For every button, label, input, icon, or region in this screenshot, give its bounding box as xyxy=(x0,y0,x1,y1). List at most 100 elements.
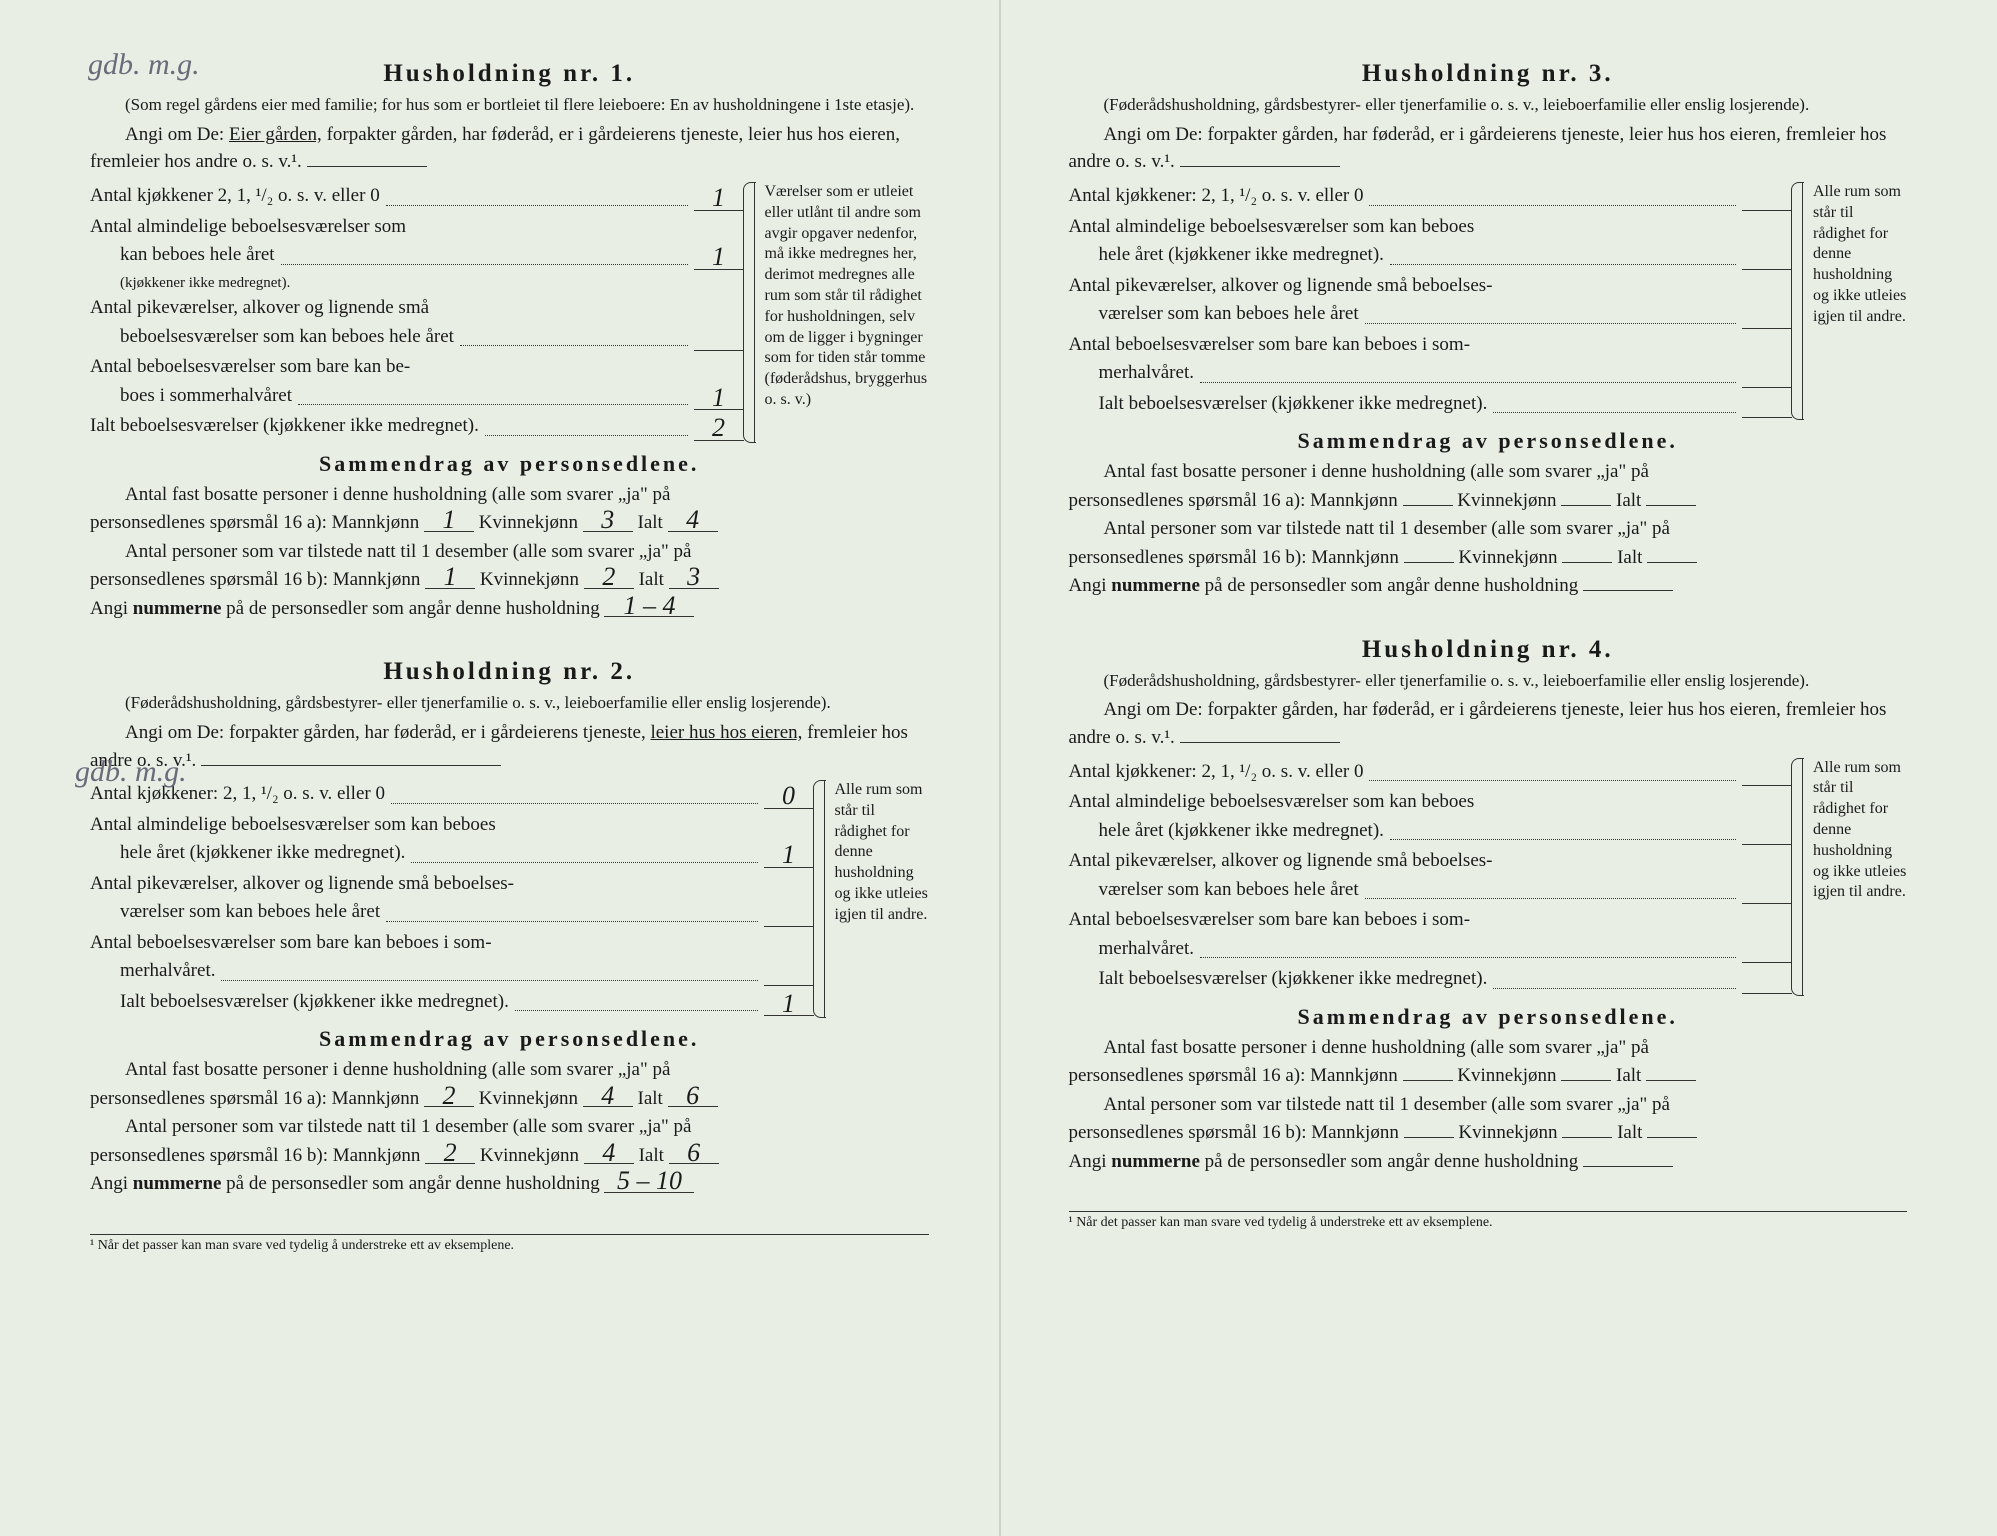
hh3-sum-a-k-label: Kvinnekjønn xyxy=(1457,490,1556,511)
hh1-row-c2: beboelsesværelser som kan beboes hele år… xyxy=(120,323,454,352)
margin-note-2: gdb. m.g. xyxy=(75,755,187,789)
hh3-sum-a-ialt xyxy=(1646,505,1696,506)
hh1-row-a-val: 1 xyxy=(694,186,744,210)
household-4: Husholdning nr. 4. (Føderådshusholdning,… xyxy=(1069,636,1908,1177)
hh3-row-c2: værelser som kan beboes hele året xyxy=(1099,300,1359,329)
hh3-row-d1: Antal beboelsesværelser som bare kan beb… xyxy=(1069,334,1471,355)
hh1-sum-b-k-label: Kvinnekjønn xyxy=(480,569,579,590)
hh4-row-a-val xyxy=(1742,785,1792,786)
hh4-subtitle: (Føderådshusholdning, gårdsbestyrer- ell… xyxy=(1069,670,1908,693)
hh2-sum-b2-lead: personsedlenes spørsmål 16 b): Mannkjønn xyxy=(90,1145,420,1166)
hh3-subtitle: (Føderådshusholdning, gårdsbestyrer- ell… xyxy=(1069,94,1908,117)
hh3-sum-b1: Antal personer som var tilstede natt til… xyxy=(1069,515,1908,544)
hh3-row-a-label: Antal kjøkkener: 2, 1, ¹/₂ o. s. v. elle… xyxy=(1069,182,1364,211)
hh1-sum-a2-lead: personsedlenes spørsmål 16 a): Mannkjønn xyxy=(90,512,419,533)
hh1-sum-b-ialt: 3 xyxy=(669,567,719,589)
hh4-row-a-label: Antal kjøkkener: 2, 1, ¹/₂ o. s. v. elle… xyxy=(1069,758,1364,787)
hh1-sum-b-ialt-label: Ialt xyxy=(639,569,664,590)
hh2-summary-title: Sammendrag av personsedlene. xyxy=(90,1026,929,1052)
hh1-sum-a-ialt-label: Ialt xyxy=(638,512,663,533)
hh4-sum-a-ialt xyxy=(1646,1080,1696,1081)
hh2-sum-a-ialt: 6 xyxy=(668,1086,718,1108)
hh2-prompt-rest1: forpakter gården, har føderåd, er i gård… xyxy=(229,722,646,743)
hh2-sum-b1: Antal personer som var tilstede natt til… xyxy=(90,1113,929,1142)
hh1-sum-num-val: 1 – 4 xyxy=(604,596,694,618)
left-footnote: ¹ Når det passer kan man svare ved tydel… xyxy=(90,1234,929,1254)
hh4-sum-a1: Antal fast bosatte personer i denne hush… xyxy=(1069,1034,1908,1063)
hh1-row-b3: (kjøkkener ikke medregnet). xyxy=(90,272,744,295)
hh3-row-b-val xyxy=(1742,269,1792,270)
hh1-sum-b2-lead: personsedlenes spørsmål 16 b): Mannkjønn xyxy=(90,569,420,590)
hh2-sum-a-m: 2 xyxy=(424,1086,474,1108)
hh1-row-a-label: Antal kjøkkener 2, 1, ¹/₂ o. s. v. eller… xyxy=(90,182,380,211)
hh4-sum-a2-lead: personsedlenes spørsmål 16 a): Mannkjønn xyxy=(1069,1065,1398,1086)
hh3-row-e-val xyxy=(1742,417,1792,418)
hh1-sum-num-rest: på de personsedler som angår denne husho… xyxy=(226,598,600,619)
hh3-row-d2: merhalvåret. xyxy=(1099,359,1194,388)
hh2-row-c1: Antal pikeværelser, alkover og lignende … xyxy=(90,873,514,894)
hh4-sum-b-k-label: Kvinnekjønn xyxy=(1458,1122,1557,1143)
hh1-row-b1: Antal almindelige beboelsesværelser som xyxy=(90,216,406,237)
hh4-row-b-val xyxy=(1742,844,1792,845)
hh3-row-d-val xyxy=(1742,387,1792,388)
hh3-prompt: Angi om De: forpakter gården, har føderå… xyxy=(1069,121,1908,176)
hh2-sum-num-bold: nummerne xyxy=(133,1173,222,1194)
hh1-row-b2: kan beboes hele året xyxy=(120,241,275,270)
hh1-row-d2: boes i sommerhalvåret xyxy=(120,382,292,411)
hh2-sum-num-val: 5 – 10 xyxy=(604,1171,694,1193)
hh4-row-c-val xyxy=(1742,903,1792,904)
hh2-prompt: Angi om De: forpakter gården, har føderå… xyxy=(90,719,929,774)
hh2-row-d-val xyxy=(764,985,814,986)
hh2-row-e-val: 1 xyxy=(764,992,814,1016)
hh1-sum-b1: Antal personer som var tilstede natt til… xyxy=(90,538,929,567)
hh3-sum-num-val xyxy=(1583,590,1673,591)
hh1-subtitle: (Som regel gårdens eier med familie; for… xyxy=(90,94,929,117)
household-2: Husholdning nr. 2. (Føderådshusholdning,… xyxy=(90,658,929,1199)
hh2-row-c2: værelser som kan beboes hele året xyxy=(120,898,380,927)
hh4-sum-num-bold: nummerne xyxy=(1111,1151,1200,1172)
hh3-sum-a-ialt-label: Ialt xyxy=(1616,490,1641,511)
hh1-sum-a-k: 3 xyxy=(583,510,633,532)
hh3-row-e: Ialt beboelsesværelser (kjøkkener ikke m… xyxy=(1099,390,1488,419)
hh4-sum-a-k xyxy=(1561,1080,1611,1081)
hh4-row-d2: merhalvåret. xyxy=(1099,935,1194,964)
hh1-row-c1: Antal pikeværelser, alkover og lignende … xyxy=(90,297,429,318)
hh3-summary-title: Sammendrag av personsedlene. xyxy=(1069,428,1908,454)
hh3-sum-b2-lead: personsedlenes spørsmål 16 b): Mannkjønn xyxy=(1069,547,1399,568)
hh2-row-a-val: 0 xyxy=(764,784,814,808)
hh2-sum-b-ialt: 6 xyxy=(669,1143,719,1165)
hh3-sum-b-ialt xyxy=(1647,562,1697,563)
hh4-summary-title: Sammendrag av personsedlene. xyxy=(1069,1004,1908,1030)
hh2-subtitle: (Føderådshusholdning, gårdsbestyrer- ell… xyxy=(90,692,929,715)
hh2-prompt-lead: Angi om De: xyxy=(125,722,224,743)
hh4-sum-num-rest: på de personsedler som angår denne husho… xyxy=(1205,1151,1579,1172)
hh2-sum-a-k: 4 xyxy=(583,1086,633,1108)
household-1: Husholdning nr. 1. (Som regel gårdens ei… xyxy=(90,60,929,623)
hh1-row-e-val: 2 xyxy=(694,416,744,440)
hh1-sum-b-k: 2 xyxy=(584,567,634,589)
hh1-prompt-lead: Angi om De: xyxy=(125,124,224,145)
hh4-sum-b1: Antal personer som var tilstede natt til… xyxy=(1069,1091,1908,1120)
hh1-row-d1: Antal beboelsesværelser som bare kan be- xyxy=(90,356,410,377)
hh4-sum-num-lead: Angi xyxy=(1069,1151,1107,1172)
hh1-sum-a-ialt: 4 xyxy=(668,510,718,532)
hh2-sum-b-k: 4 xyxy=(584,1143,634,1165)
hh2-sum-a1: Antal fast bosatte personer i denne hush… xyxy=(90,1056,929,1085)
hh4-row-d1: Antal beboelsesværelser som bare kan beb… xyxy=(1069,909,1471,930)
hh1-sum-a-m: 1 xyxy=(424,510,474,532)
hh1-sum-a1: Antal fast bosatte personer i denne hush… xyxy=(90,481,929,510)
hh3-row-c-val xyxy=(1742,328,1792,329)
hh3-sum-b-ialt-label: Ialt xyxy=(1617,547,1642,568)
hh4-prompt: Angi om De: forpakter gården, har føderå… xyxy=(1069,696,1908,751)
hh2-row-c-val xyxy=(764,926,814,927)
hh4-title: Husholdning nr. 4. xyxy=(1069,636,1908,664)
right-footnote: ¹ Når det passer kan man svare ved tydel… xyxy=(1069,1211,1908,1231)
hh4-row-d-val xyxy=(1742,962,1792,963)
hh3-title: Husholdning nr. 3. xyxy=(1069,60,1908,88)
hh1-row-d-val: 1 xyxy=(694,386,744,410)
hh4-row-e: Ialt beboelsesværelser (kjøkkener ikke m… xyxy=(1099,965,1488,994)
hh2-sum-num-lead: Angi xyxy=(90,1173,128,1194)
hh3-sum-a-m xyxy=(1403,505,1453,506)
hh3-sum-a1: Antal fast bosatte personer i denne hush… xyxy=(1069,458,1908,487)
hh4-row-b1: Antal almindelige beboelsesværelser som … xyxy=(1069,791,1475,812)
